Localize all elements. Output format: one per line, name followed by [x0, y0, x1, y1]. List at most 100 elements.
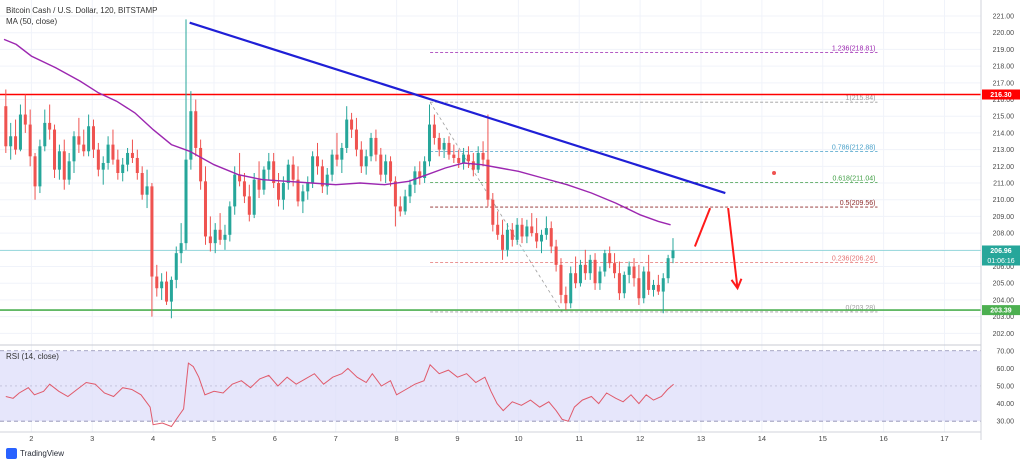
time-tick-label: 17 [940, 434, 948, 443]
time-tick-label: 2 [29, 434, 33, 443]
price-tick-label: 216.00 [993, 97, 1015, 104]
candle-body [116, 159, 120, 173]
candle-body [578, 264, 582, 284]
candle-body [145, 186, 149, 195]
candle-body [228, 206, 232, 235]
candle-body [471, 161, 475, 170]
candle-body [345, 119, 349, 148]
candle-body [28, 124, 32, 157]
candle-body [267, 161, 271, 170]
price-tick-label: 212.00 [993, 164, 1015, 171]
candle-body [208, 236, 212, 244]
candle-body [223, 234, 227, 240]
candle-body [91, 126, 95, 150]
candle-body [160, 281, 164, 289]
candle-body [496, 224, 500, 235]
candle-body [398, 206, 402, 212]
candle-body [525, 226, 529, 237]
candle-body [213, 229, 217, 244]
time-tick-label: 3 [90, 434, 94, 443]
candle-body [549, 228, 553, 247]
fib-level-label: 0.786(212.88) [832, 145, 876, 152]
candle-body [9, 136, 13, 147]
candle-body [603, 253, 607, 272]
candle-body [379, 154, 383, 175]
candle-body [57, 151, 61, 170]
countdown-badge-bg [982, 255, 1020, 266]
price-tick-label: 209.00 [993, 214, 1015, 221]
price-tick-label: 203.00 [993, 314, 1015, 321]
fib-level-label: 1.236(218.81) [832, 46, 876, 53]
candle-body [242, 181, 246, 197]
price-tick-label: 214.00 [993, 130, 1015, 137]
candle-body [306, 183, 310, 192]
candle-body [130, 152, 134, 158]
time-tick-label: 12 [636, 434, 644, 443]
candle-body [272, 161, 276, 184]
candle-body [48, 122, 52, 130]
fib-level-label: 0.618(211.04) [832, 175, 875, 182]
projection-down-leg [727, 207, 739, 289]
rsi-legend: RSI (14, close) [6, 352, 59, 361]
candle-body [462, 154, 466, 163]
candle-body [106, 144, 110, 163]
candle-body [608, 253, 612, 264]
candle-body [559, 264, 563, 295]
candle-body [23, 114, 27, 125]
candle-body [389, 161, 393, 182]
fib-swing-line [429, 101, 563, 313]
candle-body [155, 276, 159, 289]
candle-body [247, 196, 251, 215]
price-tick-label: 211.00 [993, 181, 1014, 188]
projection-up-leg [693, 207, 712, 247]
candle-body [432, 124, 436, 138]
candle-body [62, 151, 66, 180]
candle-body [194, 111, 198, 148]
tradingview-icon [6, 448, 17, 459]
candle-body [72, 136, 76, 162]
candle-body [238, 174, 242, 182]
projection-arrow [693, 171, 777, 291]
tradingview-brand[interactable]: TradingView [6, 448, 64, 459]
time-tick-label: 7 [334, 434, 338, 443]
candle-body [296, 179, 300, 202]
price-tick-label: 210.00 [993, 197, 1015, 204]
time-tick-label: 14 [758, 434, 766, 443]
candle-body [315, 156, 320, 167]
current-price-badge-bg [982, 245, 1020, 256]
price-tick-label: 219.00 [993, 47, 1015, 54]
candle-body [233, 174, 237, 207]
candle-body [535, 233, 539, 242]
candle-body [14, 136, 18, 150]
candle-body [403, 196, 407, 212]
candle-body [564, 294, 568, 304]
chart-title: Bitcoin Cash / U.S. Dollar, 120, BITSTAM… [6, 6, 158, 15]
candle-body [87, 126, 91, 152]
candle-body [588, 259, 592, 274]
rsi-axis: 70.00 60.00 50.00 40.00 30.00 [996, 348, 1014, 425]
candle-body [325, 174, 329, 187]
candle-body [38, 146, 42, 187]
candle-body [96, 149, 100, 170]
price-tick-label: 206.00 [993, 264, 1015, 271]
price-tick-label: 202.00 [993, 331, 1015, 338]
candle-body [33, 156, 37, 187]
candle-body [320, 166, 324, 187]
time-tick-label: 11 [575, 434, 583, 443]
candle-body [311, 156, 315, 184]
candle-body [505, 229, 509, 250]
candle-body [179, 243, 183, 254]
candle-body [583, 264, 587, 274]
candle-body [135, 157, 139, 173]
candle-body [569, 273, 573, 304]
candle-body [281, 183, 285, 200]
candle-body [43, 122, 47, 147]
time-tick-label: 16 [879, 434, 887, 443]
candle-body [452, 154, 456, 158]
candle-body [544, 228, 548, 235]
price-tick-label: 215.00 [993, 114, 1015, 121]
candle-body [437, 137, 441, 150]
candle-body [413, 171, 417, 185]
candle-body [593, 259, 597, 284]
